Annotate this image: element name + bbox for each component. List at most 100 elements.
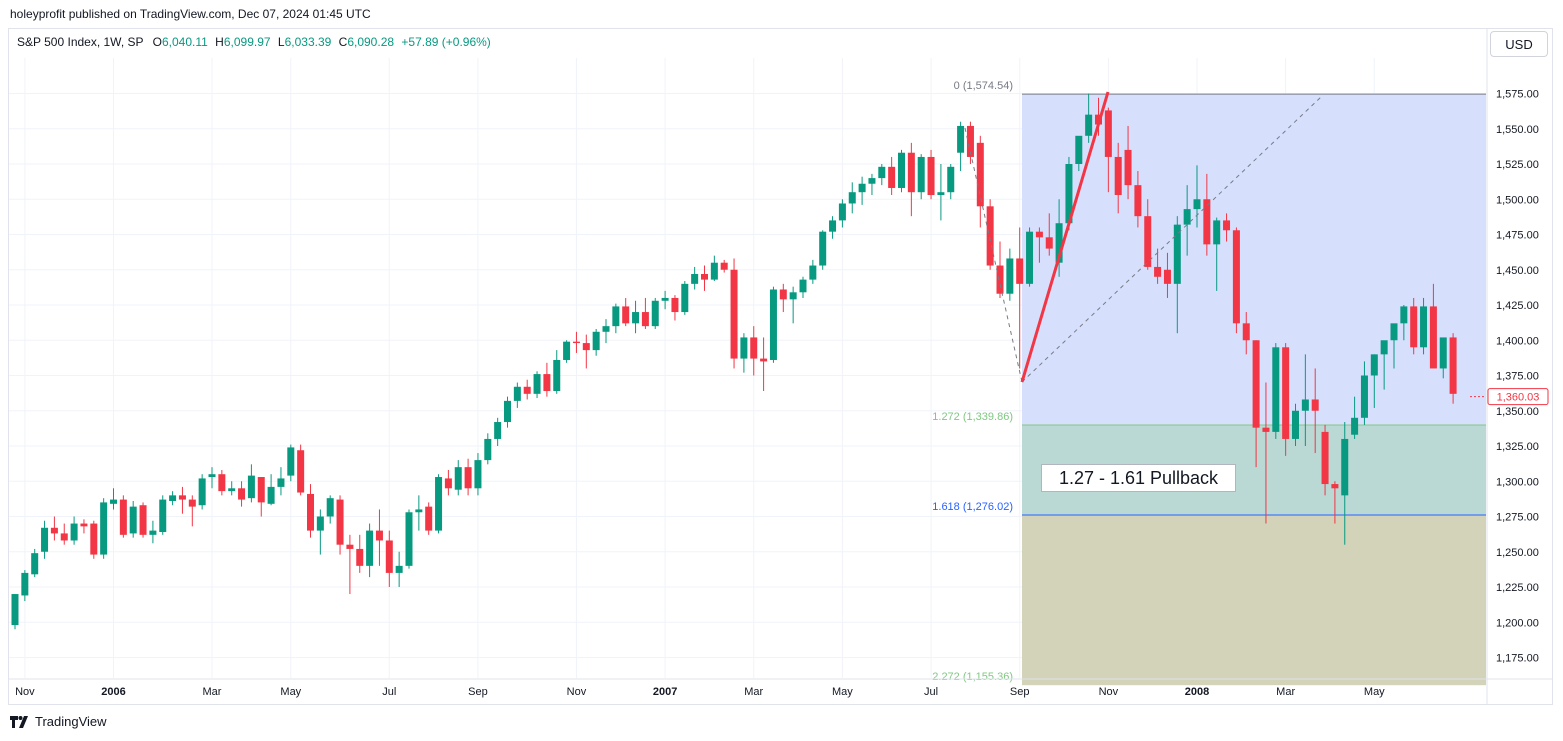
candle-body	[1193, 199, 1201, 210]
candle-body	[750, 337, 758, 359]
candle-body	[494, 422, 502, 439]
candle-body	[553, 359, 561, 392]
candle-down	[375, 509, 383, 566]
price-tick-label: 1,275.00	[1496, 512, 1539, 524]
candle-body	[415, 509, 423, 513]
candle-body	[691, 273, 699, 284]
candle-body	[760, 358, 768, 362]
candle-up	[149, 520, 157, 544]
candle-up	[799, 276, 807, 298]
candle-body	[888, 166, 896, 188]
candle-up	[1341, 422, 1349, 545]
candle-body	[799, 279, 807, 293]
candle-body	[641, 312, 649, 327]
candle-body	[917, 156, 925, 193]
candle-up	[1400, 305, 1408, 341]
candle-body	[1449, 337, 1457, 394]
candle-up	[100, 498, 108, 559]
fib-anchor-dash-1	[964, 127, 1023, 383]
pullback-annotation[interactable]: 1.27 - 1.61 Pullback	[1041, 464, 1236, 492]
candle-up	[1380, 340, 1388, 390]
candle-up	[247, 464, 255, 503]
candle-down	[986, 199, 994, 270]
time-tick-label: 2008	[1185, 686, 1209, 698]
footer-brand[interactable]: TradingView	[10, 714, 107, 729]
candle-body	[858, 183, 866, 193]
candle-body	[1173, 224, 1181, 284]
candle-up	[1026, 227, 1034, 287]
time-tick-label: Mar	[203, 686, 222, 698]
candle-up	[169, 491, 177, 506]
candle-body	[1282, 347, 1290, 439]
candle-body	[543, 374, 551, 392]
candle-down	[1144, 199, 1152, 270]
candle-down	[346, 534, 354, 595]
candle-body	[454, 467, 462, 490]
high-label: H	[215, 35, 224, 49]
published-caption: holeyprofit published on TradingView.com…	[10, 7, 371, 21]
candle-body	[819, 231, 827, 266]
candle-body	[228, 488, 236, 492]
candle-body	[80, 523, 88, 527]
candle-up	[602, 319, 610, 344]
fib-level-label: 0 (1,574.54)	[954, 80, 1013, 92]
fib-zone-1618-2272	[1022, 515, 1486, 686]
candle-up	[31, 548, 39, 578]
time-tick-label: May	[1364, 686, 1385, 698]
candle-body	[1045, 237, 1053, 249]
time-tick-label: 2007	[653, 686, 677, 698]
candle-up	[632, 300, 640, 334]
candle-body	[336, 499, 344, 545]
candle-up	[1173, 216, 1181, 334]
candle-down	[425, 502, 433, 535]
time-tick-label: Nov	[15, 686, 35, 698]
candle-up	[661, 290, 669, 310]
candle-up	[1390, 323, 1398, 369]
candle-up	[1439, 337, 1447, 379]
time-tick-label: May	[832, 686, 853, 698]
candle-down	[188, 495, 196, 527]
price-tick-label: 1,550.00	[1496, 124, 1539, 136]
candle-up	[454, 460, 462, 496]
candle-body	[366, 530, 374, 566]
candle-body	[257, 477, 265, 503]
candle-down	[1203, 173, 1211, 256]
candle-up	[1420, 297, 1428, 355]
fibonacci-extension: 0 (1,574.54) 1.272 (1,339.86) 1.618 (1,276…	[932, 80, 1486, 686]
price-tick-label: 1,250.00	[1496, 547, 1539, 559]
candle-body	[937, 192, 945, 196]
candle-down	[1429, 283, 1437, 369]
footer-brand-name: TradingView	[35, 714, 107, 729]
candle-body	[208, 474, 216, 478]
candle-body	[110, 499, 117, 504]
candle-down	[888, 156, 896, 196]
candle-up	[1006, 248, 1014, 301]
last-price-tag	[1487, 388, 1549, 406]
candle-up	[267, 474, 275, 506]
candle-down	[976, 135, 984, 228]
candle-body	[1026, 231, 1034, 284]
candle-body	[730, 269, 738, 359]
candle-body	[31, 553, 39, 575]
candle-body	[996, 265, 1004, 294]
candle-down	[90, 520, 98, 559]
candle-body	[779, 289, 787, 300]
candle-body	[316, 516, 324, 531]
low-value: 6,033.39	[284, 35, 332, 49]
candle-body	[1232, 230, 1240, 324]
candle-down	[356, 534, 364, 573]
candle-body	[710, 262, 718, 280]
candle-down	[701, 265, 708, 291]
currency-button[interactable]: USD	[1490, 31, 1548, 57]
candle-up	[1183, 185, 1191, 256]
candle-down	[1252, 340, 1260, 468]
candle-up	[769, 286, 777, 363]
candle-body	[907, 152, 915, 193]
candle-body	[1124, 149, 1132, 186]
symbol-legend: S&P 500 Index, 1W, SP O6,040.11 H6,099.9…	[17, 35, 495, 49]
candle-body	[1429, 306, 1437, 369]
change-value: +57.89 (+0.96%)	[401, 35, 491, 49]
fib-level-label: 1.272 (1,339.86)	[932, 411, 1013, 423]
candle-up	[957, 121, 965, 172]
